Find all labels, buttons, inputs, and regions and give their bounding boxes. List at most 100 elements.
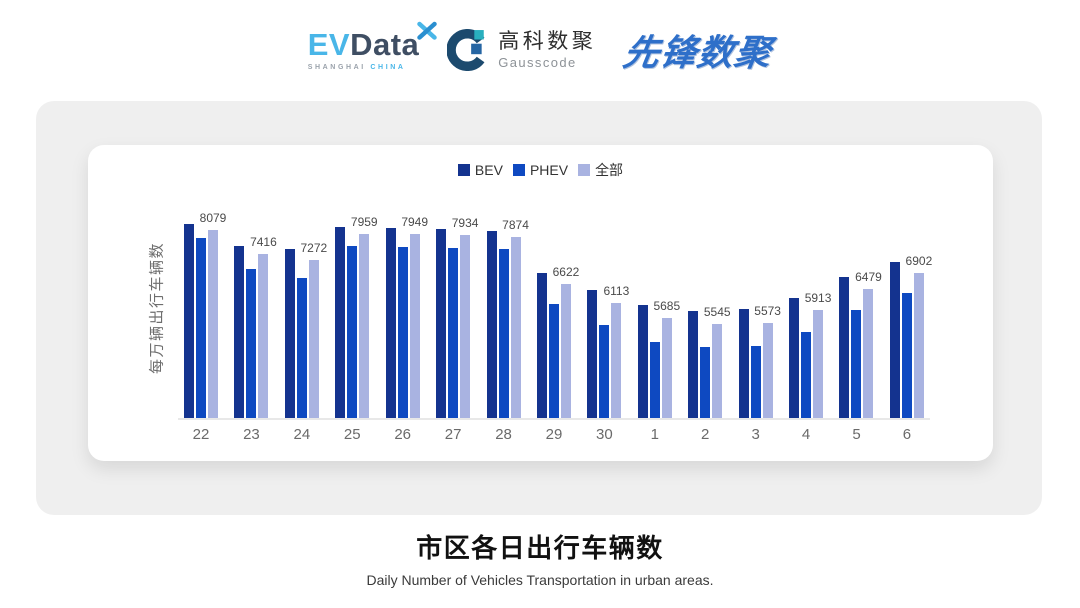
plot-area: 8079 22 7416 23 7272 24 7959 25 7949 26 7934 27 7874… xyxy=(178,211,933,449)
bar-PHEV xyxy=(296,278,307,418)
bar-group-22: 8079 22 xyxy=(184,211,226,443)
bar-全部 xyxy=(460,235,471,418)
bar-value-label: 7949 xyxy=(401,215,429,230)
bar-BEV xyxy=(688,310,699,418)
bar-全部 xyxy=(208,229,218,418)
gausscode-logo: 高科数聚 Gausscode xyxy=(447,29,596,71)
gausscode-en-text: Gausscode xyxy=(498,54,577,70)
bars-container: 8079 22 7416 23 7272 24 7959 25 7949 26 7934 27 7874… xyxy=(178,211,933,443)
x-axis-tick-label: 29 xyxy=(545,426,563,443)
bar-全部 xyxy=(712,323,723,418)
bar-value-label: 6622 xyxy=(552,264,580,279)
evdata-data-text: Data xyxy=(350,27,420,62)
bar-group-5: 6479 5 xyxy=(839,214,882,443)
bar-group-4: 5913 4 xyxy=(789,214,831,443)
legend-swatch-icon xyxy=(512,164,525,176)
bar-group-2: 5545 2 xyxy=(688,214,731,443)
x-axis-tick-label: 26 xyxy=(394,426,412,443)
bar-BEV xyxy=(738,309,749,418)
bar-value-label: 7959 xyxy=(350,215,378,230)
legend-label: 全部 xyxy=(595,162,624,178)
bar-group-30: 6113 30 xyxy=(587,214,629,443)
chart-caption: 市区各日出行车辆数 Daily Number of Vehicles Trans… xyxy=(0,528,1080,588)
bar-group-3: 5573 3 xyxy=(738,214,781,443)
bar-BEV xyxy=(234,245,245,418)
x-axis-tick-label: 25 xyxy=(343,426,361,443)
bar-PHEV xyxy=(196,238,206,418)
x-axis-tick-label: 24 xyxy=(293,426,311,443)
bar-value-label: 6902 xyxy=(905,254,933,269)
bar-BEV xyxy=(839,277,850,418)
x-axis-tick-label: 28 xyxy=(495,426,512,443)
bar-group-28: 7874 28 xyxy=(486,214,529,443)
gausscode-text: 高科数聚 Gausscode xyxy=(498,30,596,69)
bar-group-24: 7272 24 xyxy=(284,214,327,443)
x-axis-tick-label: 22 xyxy=(192,426,210,443)
bar-PHEV xyxy=(448,248,459,418)
bar-全部 xyxy=(359,234,370,418)
x-axis-tick-label: 2 xyxy=(701,426,710,443)
x-axis-tick-label: 27 xyxy=(444,426,462,443)
bar-BEV xyxy=(184,224,194,418)
x-axis-tick-label: 23 xyxy=(243,426,260,443)
evdata-wordmark: EVData xyxy=(308,21,438,62)
bar-全部 xyxy=(762,322,773,418)
bar-BEV xyxy=(587,290,598,418)
bar-全部 xyxy=(813,310,824,418)
chart-subtitle: Daily Number of Vehicles Transportation … xyxy=(366,572,714,588)
legend-swatch-icon xyxy=(457,164,470,176)
bar-value-label: 6113 xyxy=(603,283,630,298)
bar-value-label: 5913 xyxy=(804,291,832,305)
legend-swatch-icon xyxy=(578,164,591,176)
bar-PHEV xyxy=(801,331,812,418)
bar-group-23: 7416 23 xyxy=(234,214,277,443)
bar-value-label: 7416 xyxy=(250,235,277,250)
bar-PHEV xyxy=(548,303,559,418)
bar-全部 xyxy=(308,259,319,418)
bar-PHEV xyxy=(498,249,509,418)
bar-全部 xyxy=(510,237,521,418)
legend-label: BEV xyxy=(474,162,503,178)
bar-BEV xyxy=(436,228,447,418)
bar-BEV xyxy=(385,228,396,418)
bar-group-26: 7949 26 xyxy=(385,214,428,443)
bar-PHEV xyxy=(700,346,711,418)
evdata-x-icon xyxy=(417,21,438,40)
x-axis-tick-label: 1 xyxy=(650,426,659,443)
xianfeng-shuju-logo: 先锋数聚 xyxy=(620,32,776,73)
bar-group-1: 5685 1 xyxy=(637,214,680,443)
bar-全部 xyxy=(560,283,571,418)
bar-BEV xyxy=(284,249,295,418)
bar-BEV xyxy=(637,304,648,418)
evdata-logo: EVData SHANGHAI CHINA xyxy=(307,21,438,71)
legend-item-PHEV: PHEV xyxy=(512,162,568,178)
x-axis-tick-label: 5 xyxy=(852,426,861,443)
bar-value-label: 5573 xyxy=(754,303,781,318)
bar-value-label: 7934 xyxy=(451,216,479,230)
bar-全部 xyxy=(258,254,269,418)
legend-item-BEV: BEV xyxy=(457,162,503,178)
bar-BEV xyxy=(486,231,497,418)
x-axis-tick-label: 3 xyxy=(751,426,760,443)
chart-title: 市区各日出行车辆数 xyxy=(416,533,664,563)
bar-group-25: 7959 25 xyxy=(335,214,378,443)
bar-PHEV xyxy=(599,324,610,418)
bar-BEV xyxy=(536,273,547,418)
bar-PHEV xyxy=(901,293,912,418)
bar-全部 xyxy=(409,234,420,418)
evdata-shanghai-text: SHANGHAI xyxy=(307,64,366,71)
bar-全部 xyxy=(611,302,622,418)
bar-PHEV xyxy=(347,246,358,418)
chart-card: BEV PHEV 全部 每万辆出行车辆数 8079 22 7416 23 7272 24 795… xyxy=(88,145,993,461)
y-axis-label: 每万辆出行车辆数 xyxy=(148,241,166,375)
x-axis-tick-label: 6 xyxy=(902,426,912,443)
x-axis-tick-label: 4 xyxy=(801,426,811,443)
bar-PHEV xyxy=(649,342,660,418)
chart-panel: BEV PHEV 全部 每万辆出行车辆数 8079 22 7416 23 7272 24 795… xyxy=(36,101,1042,515)
x-axis-line xyxy=(178,418,930,420)
bar-value-label: 8079 xyxy=(199,210,227,225)
bar-全部 xyxy=(661,318,672,418)
bar-group-27: 7934 27 xyxy=(436,214,478,443)
bar-value-label: 7874 xyxy=(502,218,529,233)
